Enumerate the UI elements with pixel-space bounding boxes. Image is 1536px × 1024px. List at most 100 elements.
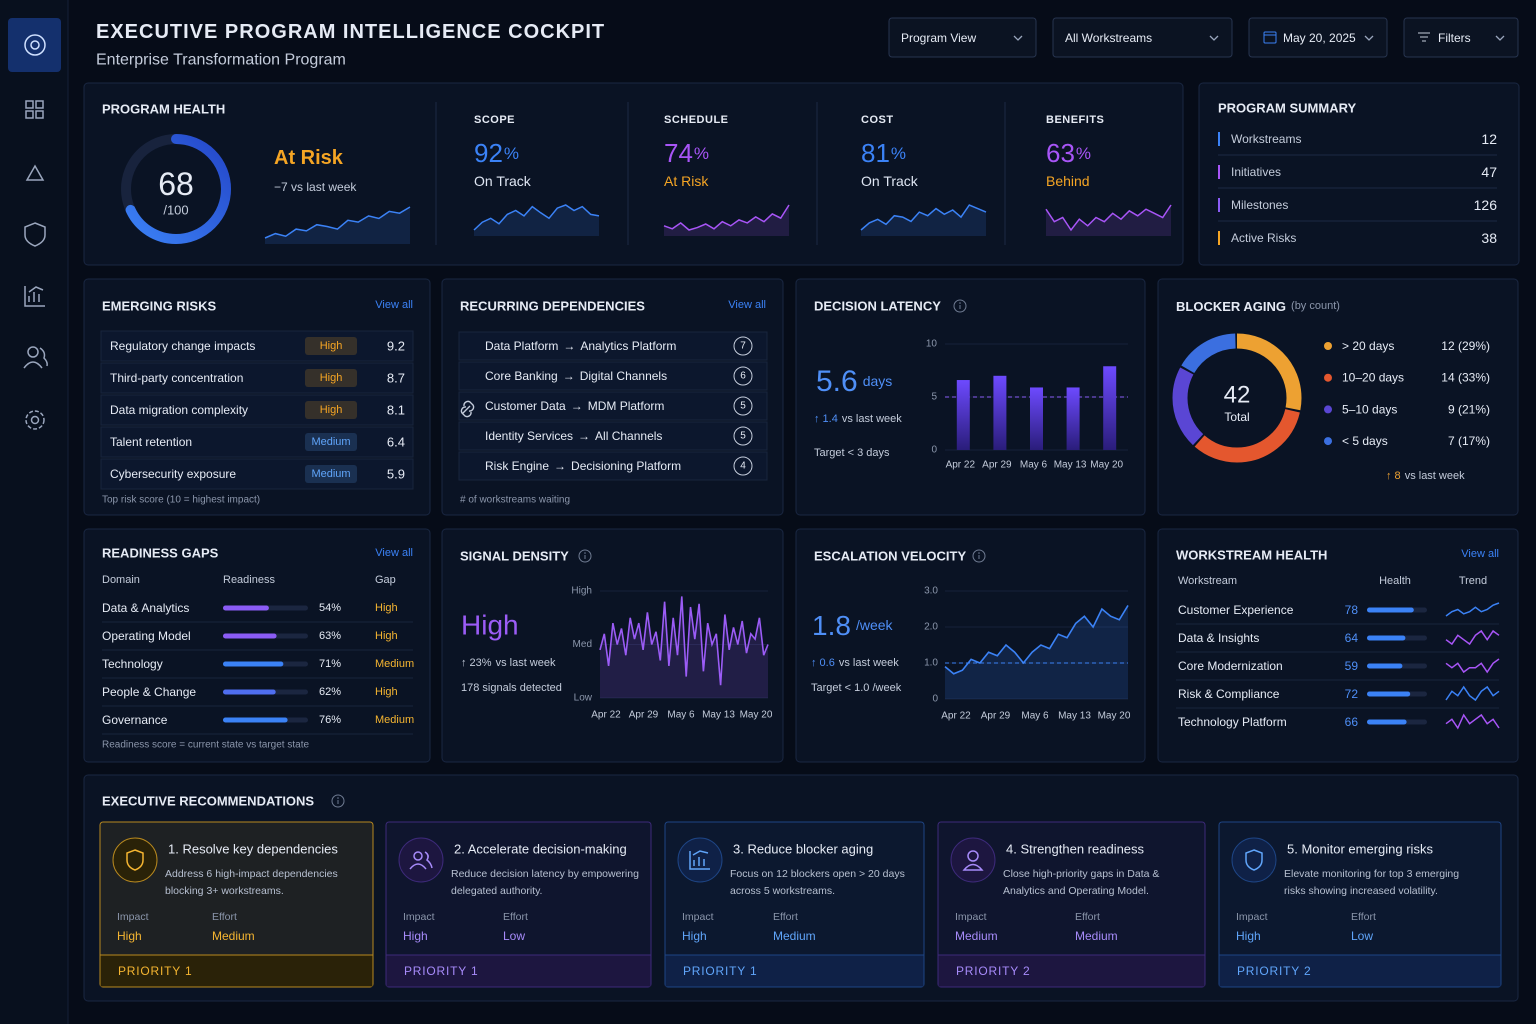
donut-total-label: Total <box>1224 410 1249 424</box>
card-icon <box>677 837 723 883</box>
recommendation-card[interactable] <box>385 821 652 988</box>
label-part: Digital Channels <box>580 369 667 383</box>
panel <box>83 774 1519 1002</box>
sparkline <box>1445 658 1500 674</box>
impact-label: Impact <box>1236 911 1268 923</box>
health-bar <box>1367 663 1403 669</box>
panel <box>83 528 431 763</box>
nav-icon-chart[interactable] <box>24 286 45 307</box>
column-header: Gap <box>375 574 396 586</box>
gap-level: Medium <box>375 658 414 670</box>
risk-badge <box>305 433 357 451</box>
chevron <box>1364 35 1374 41</box>
card-text: blocking 3+ workstreams. <box>165 885 284 897</box>
readiness-bar <box>223 605 269 611</box>
card-icon-chart <box>689 850 710 870</box>
control[interactable] <box>888 17 1037 58</box>
health-value: 66 <box>1345 715 1359 729</box>
panel-title: READINESS GAPS <box>102 546 219 561</box>
kpi-target: Target < 3 days <box>814 447 890 459</box>
recommendation-card[interactable] <box>1218 821 1502 988</box>
control[interactable] <box>1052 17 1233 58</box>
x-tick-label: Apr 29 <box>982 460 1012 471</box>
nav-icon-grid[interactable] <box>25 110 34 119</box>
dependency-count: 5 <box>740 401 746 412</box>
card-text: risks showing increased volatility. <box>1284 885 1438 897</box>
nav-icon-grid[interactable] <box>35 100 44 109</box>
recommendation-card[interactable] <box>664 821 925 988</box>
control-label[interactable]: All Workstreams <box>1065 31 1152 45</box>
x-tick-label: May 13 <box>1058 711 1091 722</box>
view-all-link[interactable]: View all <box>375 547 413 559</box>
label-part: Customer Data <box>485 399 566 413</box>
donut-slice <box>1172 333 1302 463</box>
donut-slice <box>1172 333 1302 463</box>
label-part: 1.8 <box>812 610 851 641</box>
label-part: ↑ 0.6 <box>811 657 835 669</box>
view-all-link[interactable]: View all <box>728 299 766 311</box>
nav-icon-settings[interactable] <box>25 410 45 430</box>
nav-icon-grid[interactable] <box>35 110 44 119</box>
y-tick-label: 0 <box>931 445 937 456</box>
risk-level: High <box>320 372 343 384</box>
recommendation-card[interactable] <box>99 821 374 988</box>
priority-label: PRIORITY 1 <box>118 964 192 978</box>
recommendation-card[interactable] <box>937 821 1206 988</box>
kpi-value: 1.8/week <box>812 610 894 641</box>
health-score: 68 <box>158 166 194 202</box>
nav-icon-people[interactable] <box>23 347 48 369</box>
health-status: At Risk <box>274 147 344 169</box>
count-badge <box>733 336 753 356</box>
chevron <box>1013 35 1023 41</box>
footnote: Top risk score (10 = highest impact) <box>102 495 260 506</box>
label-part: ↑ 1.4 <box>814 413 838 425</box>
control-label[interactable]: May 20, 2025 <box>1283 31 1356 45</box>
dependency-count: 6 <box>740 371 746 382</box>
nav-icon-people[interactable] <box>27 346 39 358</box>
nav-icon-grid[interactable] <box>25 100 34 109</box>
line <box>944 604 1129 675</box>
workstream-name: Core Modernization <box>1178 659 1283 673</box>
column-header: Trend <box>1459 575 1487 587</box>
nav-icon-shield[interactable] <box>24 222 46 247</box>
metric-value: 81 <box>861 138 890 168</box>
dependency-row <box>458 391 768 421</box>
metric-status: At Risk <box>664 173 709 189</box>
risk-badge <box>305 401 357 419</box>
x-tick-label: May 6 <box>1020 460 1048 471</box>
readiness-bar <box>223 717 288 723</box>
card-text: Analytics and Operating Model. <box>1003 885 1149 897</box>
risk-level: Medium <box>311 468 350 480</box>
control-label[interactable]: Program View <box>901 31 976 45</box>
risk-level: High <box>320 404 343 416</box>
info-icon <box>972 549 986 563</box>
metric-unit: % <box>504 144 519 163</box>
control[interactable] <box>1248 17 1388 58</box>
control-label[interactable]: Filters <box>1438 31 1471 45</box>
label-part: → <box>571 399 583 413</box>
nav-icon-network[interactable] <box>25 164 45 181</box>
view-all-link[interactable]: View all <box>1461 548 1499 560</box>
panel-title: ESCALATION VELOCITY <box>814 549 966 564</box>
health-delta: −7 vs last week <box>274 180 357 194</box>
gap-level: High <box>375 630 398 642</box>
card-text: Focus on 12 blockers open > 20 days <box>730 868 905 880</box>
x-tick-label: May 6 <box>1021 711 1049 722</box>
domain: People & Change <box>102 685 196 699</box>
x-tick-label: Apr 22 <box>946 460 976 471</box>
metric-status: Behind <box>1046 173 1090 189</box>
risk-badge <box>305 465 357 483</box>
risk-row <box>100 458 414 490</box>
sparkline <box>1445 629 1500 646</box>
risk-badge <box>305 369 357 387</box>
view-all-link[interactable]: View all <box>375 299 413 311</box>
card-icon <box>1231 837 1277 883</box>
readiness-bar <box>223 661 284 667</box>
logo[interactable] <box>8 18 61 72</box>
calendar-icon <box>1263 31 1277 44</box>
summary-label: Milestones <box>1231 198 1288 212</box>
control[interactable] <box>1403 17 1519 58</box>
summary-value: 126 <box>1474 197 1498 213</box>
workstream-name: Data & Insights <box>1178 631 1259 645</box>
